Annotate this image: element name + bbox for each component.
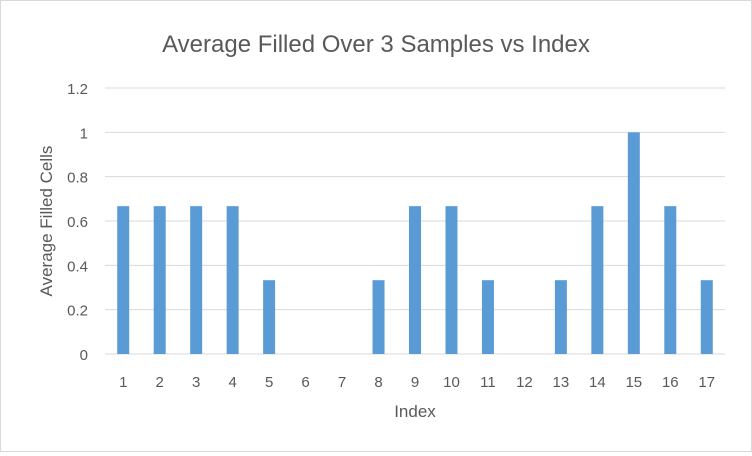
bar xyxy=(226,206,239,354)
x-axis-tick-labels: 1 2 3 4 5 6 7 8 9 10 11 12 13 14 15 16 17 xyxy=(119,374,715,391)
bar xyxy=(263,280,276,354)
x-tick-label: 9 xyxy=(411,374,419,391)
y-tick-label: 1.2 xyxy=(67,81,88,98)
x-tick-label: 13 xyxy=(553,374,570,391)
bar xyxy=(481,280,494,354)
bar xyxy=(591,206,604,354)
bar xyxy=(372,280,385,354)
x-tick-label: 1 xyxy=(119,374,127,391)
bar xyxy=(409,206,421,354)
bar xyxy=(664,206,677,354)
bar xyxy=(700,280,713,354)
y-axis-title: Average Filled Cells xyxy=(37,146,56,297)
x-tick-label: 14 xyxy=(589,374,606,391)
y-tick-label: 0.2 xyxy=(67,303,88,320)
x-tick-label: 3 xyxy=(192,374,200,391)
y-tick-label: 0.4 xyxy=(67,258,88,275)
x-tick-label: 15 xyxy=(625,374,642,391)
x-tick-label: 16 xyxy=(662,374,679,391)
bar xyxy=(627,132,640,354)
bar xyxy=(153,206,166,354)
x-tick-label: 10 xyxy=(443,374,460,391)
x-tick-label: 11 xyxy=(480,374,496,391)
chart-title: Average Filled Over 3 Samples vs Index xyxy=(162,31,590,58)
x-tick-label: 5 xyxy=(265,374,273,391)
y-tick-label: 0 xyxy=(80,347,88,364)
x-tick-label: 2 xyxy=(156,374,164,391)
bar xyxy=(117,206,130,354)
bar xyxy=(190,206,203,354)
bar xyxy=(445,206,458,354)
x-tick-label: 4 xyxy=(228,374,236,391)
y-tick-label: 0.6 xyxy=(67,214,88,231)
bar xyxy=(554,280,567,354)
bar-series xyxy=(117,132,713,354)
x-tick-label: 12 xyxy=(516,374,533,391)
y-axis-tick-labels: 0 0.2 0.4 0.6 0.8 1 1.2 xyxy=(67,81,88,364)
x-tick-label: 6 xyxy=(301,374,309,391)
x-tick-label: 17 xyxy=(698,374,715,391)
y-tick-label: 0.8 xyxy=(67,170,88,187)
y-tick-label: 1 xyxy=(80,125,88,142)
x-axis-title: Index xyxy=(394,402,436,421)
x-tick-label: 7 xyxy=(338,374,346,391)
x-tick-label: 8 xyxy=(374,374,382,391)
